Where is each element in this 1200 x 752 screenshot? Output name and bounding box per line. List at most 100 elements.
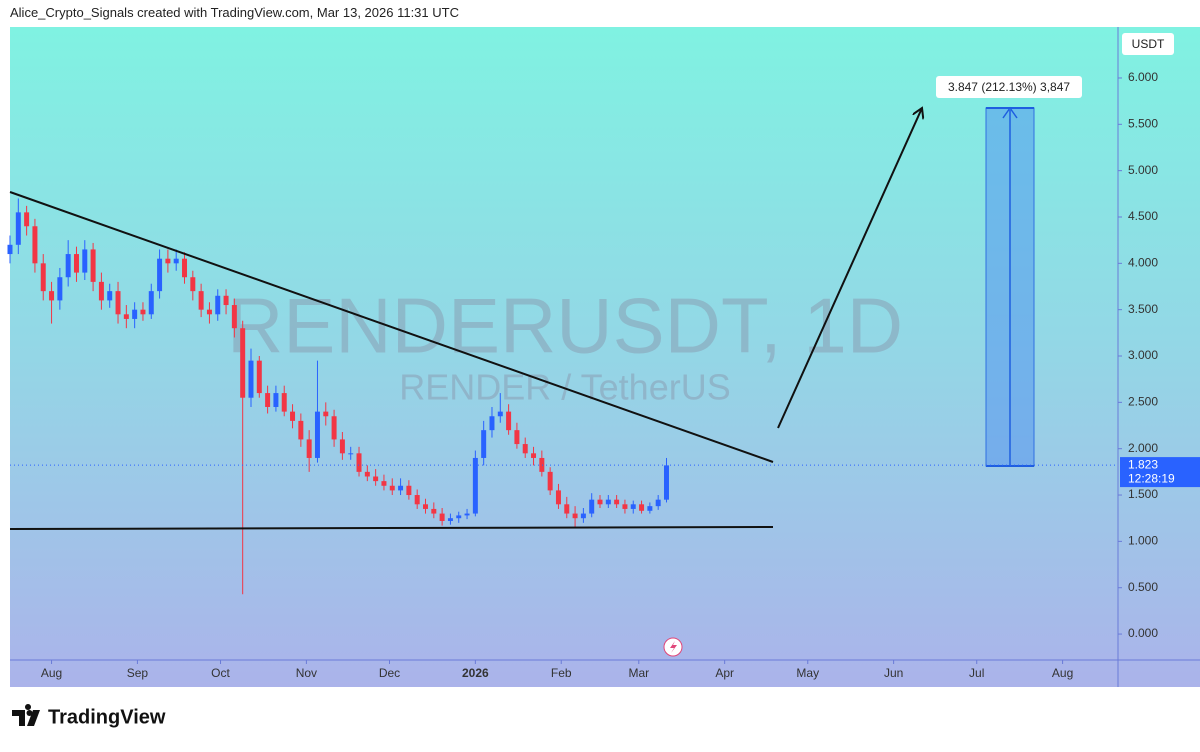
candle-body [423, 504, 428, 509]
candle-body [406, 485, 412, 496]
x-tick-label: 2026 [462, 666, 489, 680]
candle-body [597, 499, 603, 505]
candle-body [655, 499, 661, 507]
footer-brand: TradingView [48, 706, 166, 728]
candle-body [123, 314, 129, 319]
candle-body [148, 291, 154, 315]
candle-body [98, 281, 104, 301]
x-tick-label: Aug [41, 666, 62, 680]
candle-body [273, 393, 279, 407]
candle-body [639, 504, 645, 511]
candle-body [115, 291, 121, 315]
candle-body [431, 508, 437, 514]
candle-body [132, 309, 138, 319]
candle-body [456, 515, 462, 519]
y-tick-label: 5.000 [1128, 163, 1158, 177]
candle-body [439, 513, 445, 521]
candle-body [82, 249, 88, 273]
candle-body [198, 291, 204, 310]
y-tick-label: 0.500 [1128, 580, 1158, 594]
y-tick-label: 3.500 [1128, 302, 1158, 316]
watermark-title: RENDERUSDT, 1D [227, 282, 903, 370]
candle-body [331, 416, 337, 440]
candle-body [165, 258, 171, 264]
x-tick-label: Feb [551, 666, 572, 680]
measure-label: 3.847 (212.13%) 3,847 [948, 80, 1070, 94]
candle-body [15, 212, 21, 245]
candles [7, 198, 669, 595]
candle-body [49, 291, 55, 301]
candle-body [472, 457, 478, 514]
candle-body [531, 453, 537, 458]
y-tick-label: 3.000 [1128, 348, 1158, 362]
candle-body [489, 416, 495, 431]
candle-body [240, 328, 246, 398]
candle-body [190, 277, 196, 292]
candle-body [281, 393, 287, 412]
candle-body [663, 465, 669, 500]
candle-body [356, 453, 362, 472]
candle-body [622, 504, 628, 509]
candle-body [7, 244, 13, 255]
event-bolt [670, 641, 677, 653]
y-tick-label: 0.000 [1128, 626, 1158, 640]
candle-body [580, 513, 586, 519]
candle-body [65, 254, 71, 278]
candle-body [140, 309, 146, 315]
candle-body [290, 411, 296, 421]
candle-body [206, 309, 212, 315]
candle-body [514, 430, 520, 445]
candle-body [298, 420, 304, 440]
candle-body [364, 471, 370, 477]
trendline-upper [9, 191, 774, 463]
candle-body [447, 518, 453, 521]
candle-body [90, 249, 96, 282]
measure-label-box [936, 76, 1082, 98]
y-tick-label: 2.500 [1128, 395, 1158, 409]
candle-body [32, 226, 38, 264]
candle-body [414, 495, 420, 505]
x-tick-label: Oct [211, 666, 230, 680]
projection-arrow [777, 108, 922, 429]
currency-box [1122, 33, 1174, 55]
y-tick-label: 4.500 [1128, 209, 1158, 223]
x-tick-label: Apr [715, 666, 734, 680]
x-tick-label: May [796, 666, 819, 680]
currency-label: USDT [1132, 37, 1165, 51]
candle-body [73, 254, 79, 273]
candle-body [373, 476, 379, 482]
x-tick-label: Aug [1052, 666, 1073, 680]
x-tick-label: Mar [628, 666, 649, 680]
candle-body [314, 411, 320, 458]
candle-body [348, 453, 354, 455]
candle-body [547, 471, 553, 491]
x-tick-label: Sep [127, 666, 149, 680]
candle-body [323, 411, 329, 417]
x-tick-label: Dec [379, 666, 400, 680]
candle-body [647, 506, 653, 511]
candle-body [339, 439, 345, 454]
y-tick-label: 5.500 [1128, 116, 1158, 130]
trendline-support [9, 526, 774, 530]
candle-body [555, 490, 561, 505]
y-tick-label: 1.500 [1128, 487, 1158, 501]
candle-body [630, 504, 636, 509]
header: Alice_Crypto_Signals created with Tradin… [10, 5, 459, 20]
candle-body [107, 291, 113, 301]
last-price-label: 1.823 [1128, 457, 1158, 471]
x-tick-label: Jul [969, 666, 984, 680]
candle-body [256, 360, 262, 394]
candle-body [589, 499, 595, 514]
candle-body [522, 444, 528, 454]
x-tick-label: Nov [296, 666, 317, 680]
candle-body [497, 411, 503, 417]
x-tick-label: Jun [884, 666, 903, 680]
candle-body [564, 504, 570, 514]
y-tick-label: 2.000 [1128, 441, 1158, 455]
countdown-label: 12:28:19 [1128, 471, 1175, 485]
candle-body [248, 360, 254, 398]
candle-body [306, 439, 312, 458]
candle-body [398, 485, 404, 491]
